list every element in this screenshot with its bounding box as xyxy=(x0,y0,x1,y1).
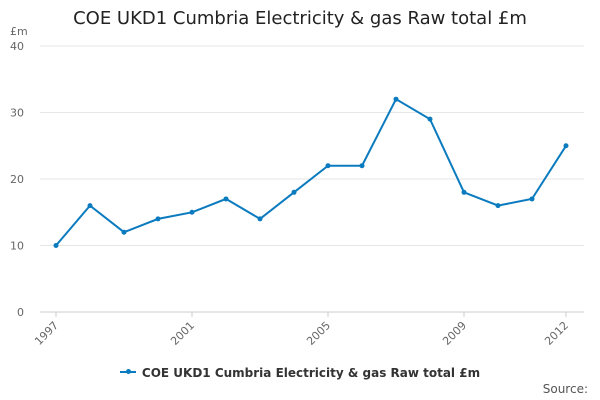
series-line xyxy=(55,97,567,247)
y-axis-tick-labels: 0 10 20 30 40 xyxy=(10,40,24,319)
data-point-2008[interactable] xyxy=(427,116,433,122)
source-label: Source: xyxy=(542,382,588,396)
x-tick-label: 2012 xyxy=(542,319,571,348)
data-point-2010[interactable] xyxy=(495,203,501,209)
data-point-1998[interactable] xyxy=(87,203,93,209)
data-point-2006[interactable] xyxy=(359,163,365,169)
data-point-2011[interactable] xyxy=(529,196,535,202)
data-point-2009[interactable] xyxy=(461,189,467,195)
chart-title: COE UKD1 Cumbria Electricity & gas Raw t… xyxy=(73,8,527,29)
y-tick-label: 10 xyxy=(10,240,24,253)
data-point-2004[interactable] xyxy=(291,189,297,195)
data-point-2003[interactable] xyxy=(257,216,263,222)
legend-line-icon xyxy=(119,368,136,374)
data-point-2007[interactable] xyxy=(393,96,399,102)
y-tick-label: 30 xyxy=(10,107,24,120)
y-tick-label: 0 xyxy=(17,306,24,319)
x-tick-label: 2009 xyxy=(440,319,469,348)
data-point-2005[interactable] xyxy=(325,163,331,169)
data-point-1999[interactable] xyxy=(121,229,127,235)
x-tick-label: 1997 xyxy=(32,319,61,348)
data-point-2000[interactable] xyxy=(155,216,161,222)
y-axis-unit-label: £m xyxy=(10,25,28,38)
y-tick-label: 20 xyxy=(10,173,24,186)
data-point-2002[interactable] xyxy=(223,196,229,202)
data-points xyxy=(53,96,569,248)
x-tick-label: 2005 xyxy=(304,319,333,348)
legend[interactable]: COE UKD1 Cumbria Electricity & gas Raw t… xyxy=(0,366,600,380)
data-point-1997[interactable] xyxy=(53,243,59,248)
data-point-2001[interactable] xyxy=(189,209,195,215)
x-tick-label: 2001 xyxy=(168,319,197,348)
x-axis-tick-labels: 1997 2001 2005 2009 2012 xyxy=(32,312,571,348)
legend-series-label: COE UKD1 Cumbria Electricity & gas Raw t… xyxy=(141,366,481,380)
data-point-2012[interactable] xyxy=(563,143,569,149)
y-tick-label: 40 xyxy=(10,40,24,53)
